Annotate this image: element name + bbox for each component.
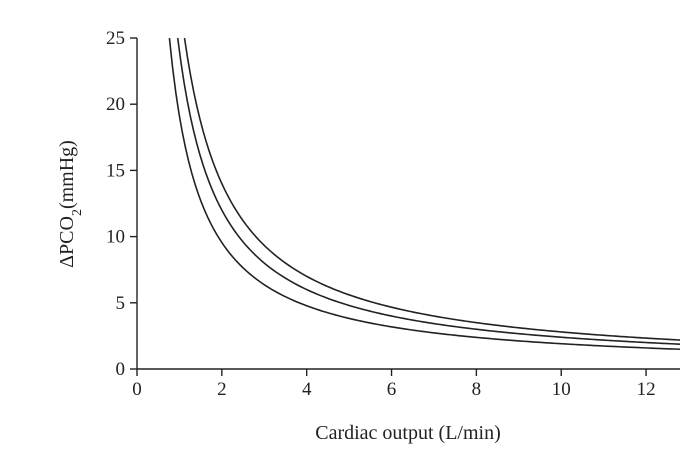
y-tick-label-3: 15 xyxy=(106,160,125,181)
y-axis-title-prefix: ΔPCO xyxy=(56,216,78,268)
series-line-1 xyxy=(168,37,681,351)
y-axis: 0 5 10 15 20 25 xyxy=(106,28,138,380)
series-line-3 xyxy=(183,37,681,341)
y-axis-title-subscript: 2 xyxy=(70,209,85,216)
y-tick-label-2: 10 xyxy=(106,227,125,248)
plot-area xyxy=(168,37,681,351)
x-axis: 0 2 4 6 8 10 12 xyxy=(132,368,680,400)
x-tick-label-3: 6 xyxy=(387,379,397,400)
x-tick-label-6: 12 xyxy=(637,379,656,400)
x-tick-label-1: 2 xyxy=(217,379,227,400)
x-tick-label-2: 4 xyxy=(302,379,312,400)
series-line-2 xyxy=(176,37,681,345)
x-tick-label-4: 8 xyxy=(472,379,482,400)
y-tick-label-5: 25 xyxy=(106,28,125,49)
y-tick-label-4: 20 xyxy=(106,94,125,115)
x-tick-label-5: 10 xyxy=(552,379,571,400)
y-tick-label-0: 0 xyxy=(116,359,126,380)
y-axis-title: ΔPCO2(mmHg) xyxy=(56,140,85,268)
y-tick-label-1: 5 xyxy=(116,293,126,314)
y-axis-title-suffix: (mmHg) xyxy=(56,140,78,209)
x-axis-title: Cardiac output (L/min) xyxy=(315,422,501,444)
x-tick-label-0: 0 xyxy=(132,379,142,400)
